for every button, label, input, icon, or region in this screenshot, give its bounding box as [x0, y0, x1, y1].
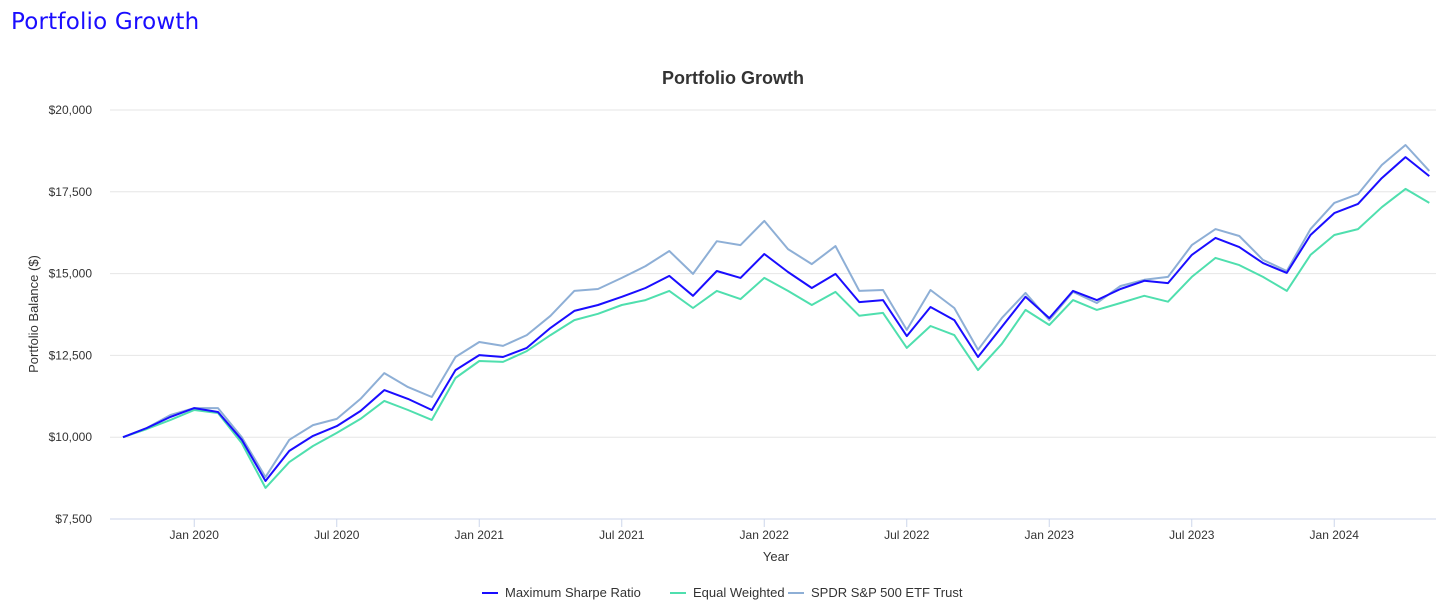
page-title: Portfolio Growth	[11, 9, 200, 35]
y-axis-label: Portfolio Balance ($)	[26, 255, 41, 373]
x-tick-label: Jul 2022	[884, 528, 930, 542]
y-tick-label: $12,500	[49, 348, 93, 362]
legend-label: Maximum Sharpe Ratio	[505, 585, 641, 600]
series-line-maximum-sharpe-ratio	[122, 156, 1430, 482]
legend-label: Equal Weighted	[693, 585, 785, 600]
legend-item[interactable]: SPDR S&P 500 ETF Trust	[788, 585, 963, 600]
legend-item[interactable]: Maximum Sharpe Ratio	[482, 585, 641, 600]
chart-title: Portfolio Growth	[662, 68, 804, 88]
x-tick-label: Jul 2021	[599, 528, 645, 542]
legend-item[interactable]: Equal Weighted	[670, 585, 785, 600]
y-tick-label: $7,500	[55, 512, 92, 526]
x-tick-label: Jan 2023	[1025, 528, 1075, 542]
series-line-equal-weighted	[122, 187, 1430, 489]
y-tick-label: $17,500	[49, 185, 93, 199]
x-tick-label: Jan 2021	[455, 528, 505, 542]
x-tick-label: Jan 2022	[740, 528, 790, 542]
y-tick-label: $20,000	[49, 103, 93, 117]
x-tick-label: Jul 2023	[1169, 528, 1215, 542]
y-tick-label: $10,000	[49, 430, 93, 444]
x-tick-label: Jan 2024	[1310, 528, 1360, 542]
x-axis-label: Year	[763, 549, 790, 564]
x-tick-label: Jul 2020	[314, 528, 360, 542]
legend-label: SPDR S&P 500 ETF Trust	[811, 585, 963, 600]
y-tick-label: $15,000	[49, 267, 93, 281]
series-line-spdr-s-p-500-etf-trust	[122, 144, 1431, 479]
x-tick-label: Jan 2020	[170, 528, 220, 542]
